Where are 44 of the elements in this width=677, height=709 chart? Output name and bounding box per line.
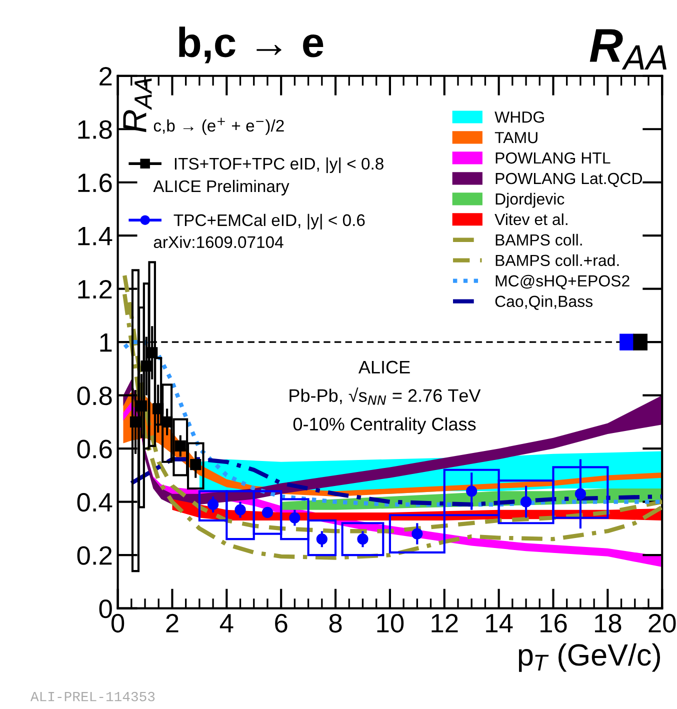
annotation: ALICE (358, 360, 410, 374)
y-tick-label: 0.6 (77, 440, 112, 458)
y-tick-label: 1.2 (78, 280, 112, 298)
legend-label: Djordjevic (496, 192, 564, 208)
x-tick-label: 10 (377, 614, 404, 633)
legend-label: POWLANG HTL (496, 152, 610, 164)
x-tick-label: 20 (648, 614, 676, 633)
x-tick-label: 8 (329, 614, 342, 633)
legend-label: ITS+TOF+TPC eID, |y| < 0.8 (174, 157, 384, 174)
y-axis-title: R$_{AA}$ (123, 78, 152, 132)
annotation: 0-10% Centrality Class (293, 417, 476, 434)
y-tick-label: 0.8 (77, 386, 112, 406)
y-tick-label: 1.8 (78, 120, 112, 139)
chart-title: b,c → e (179, 26, 324, 64)
x-axis-title: p$_{T}$ (GeV/c) (518, 643, 660, 672)
legend-label: BAMPS coll.+rad. (496, 254, 619, 266)
y-tick-label: 1 (100, 334, 112, 352)
annotation: Pb-Pb, √s$_{NN}$ = 2.76 TeV (290, 388, 481, 405)
x-tick-label: 6 (275, 614, 288, 633)
legend-label: MC@sHQ+EPOS2 (496, 274, 630, 290)
x-tick-label: 12 (432, 614, 458, 632)
legend-label: WHDG (494, 111, 544, 123)
legend-label: Vitev et al. (494, 213, 568, 226)
y-tick-label: 1.6 (78, 173, 112, 192)
y-tick-label: 2 (100, 67, 112, 86)
legend-label: TAMU (494, 132, 538, 144)
legend-label: POWLANG Lat.QCD (496, 172, 642, 188)
x-tick-label: 2 (166, 614, 178, 632)
annotation: arXiv:1609.07104 (154, 236, 284, 248)
legend-label: Cao,Qin,Bass (495, 295, 593, 310)
y-tick-label: 1.4 (78, 227, 112, 246)
annotation: c,b → (e$^{+}$ + e$^{−}$)/2 (154, 118, 284, 135)
legend-label: BAMPS coll. (496, 234, 582, 246)
x-tick-label: 14 (486, 614, 513, 632)
x-tick-label: 16 (540, 614, 567, 633)
y-tick-label: 0.2 (77, 546, 112, 565)
chart-subtitle: R$_{AA}$ (590, 29, 667, 70)
y-tick-label: 0 (99, 599, 112, 618)
y-tick-label: 0.4 (77, 492, 112, 512)
annotation: ALICE Preliminary (153, 180, 290, 196)
x-tick-label: 4 (220, 614, 234, 632)
legend-label: TPC+EMCal eID, |y| < 0.6 (174, 214, 365, 230)
x-tick-label: 18 (595, 614, 622, 633)
text: ALI-PREL-114353 (30, 692, 155, 702)
